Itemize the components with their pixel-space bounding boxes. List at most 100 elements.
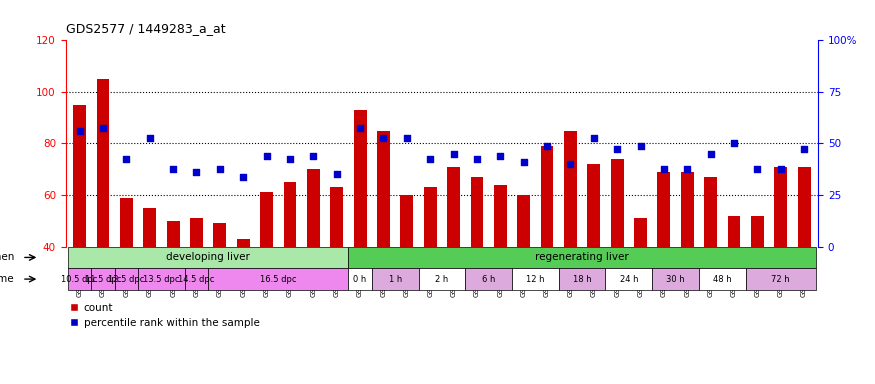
Point [634, 143, 648, 149]
Text: 10.5 dpc: 10.5 dpc [61, 275, 98, 284]
Point [400, 135, 414, 141]
Text: 2 h: 2 h [435, 275, 449, 284]
Point [540, 143, 554, 149]
Bar [606, 268, 652, 290]
Bar [138, 268, 185, 290]
Bar [167, 221, 179, 247]
Point [96, 125, 110, 131]
Bar [237, 239, 249, 247]
Point [283, 156, 297, 162]
Bar [699, 268, 746, 290]
Point [354, 125, 367, 131]
Text: 12.5 dpc: 12.5 dpc [108, 275, 144, 284]
Bar [447, 167, 460, 247]
Bar [372, 268, 418, 290]
Text: 0 h: 0 h [354, 275, 367, 284]
Text: 18 h: 18 h [573, 275, 592, 284]
Text: 14.5 dpc: 14.5 dpc [178, 275, 214, 284]
Point [797, 146, 811, 152]
Point [680, 166, 694, 172]
Bar [68, 268, 91, 290]
Point [564, 161, 578, 167]
Point [424, 156, 438, 162]
Bar [704, 177, 717, 247]
Bar [377, 131, 390, 247]
Bar [587, 164, 600, 247]
Bar [185, 268, 208, 290]
Text: 12 h: 12 h [526, 275, 544, 284]
Text: 16.5 dpc: 16.5 dpc [260, 275, 297, 284]
Bar [74, 105, 86, 247]
Point [73, 127, 87, 134]
Bar [330, 187, 343, 247]
Bar [746, 268, 816, 290]
Bar [115, 268, 138, 290]
Bar [728, 216, 740, 247]
Legend: count, percentile rank within the sample: count, percentile rank within the sample [70, 303, 260, 328]
Bar [260, 192, 273, 247]
Point [143, 135, 157, 141]
Bar [564, 131, 577, 247]
Point [657, 166, 671, 172]
Bar [512, 268, 559, 290]
Bar [466, 268, 512, 290]
Bar [541, 146, 554, 247]
Text: 1 h: 1 h [388, 275, 402, 284]
Point [213, 166, 227, 172]
Bar [120, 198, 133, 247]
Bar [96, 79, 109, 247]
Bar [354, 110, 367, 247]
Point [587, 135, 601, 141]
Bar [611, 159, 624, 247]
Point [774, 166, 788, 172]
Point [119, 156, 133, 162]
Bar [91, 268, 115, 290]
Bar [401, 195, 413, 247]
Bar [424, 187, 437, 247]
Bar [68, 247, 348, 268]
Bar [144, 208, 156, 247]
Bar [214, 223, 227, 247]
Bar [517, 195, 530, 247]
Bar [190, 218, 203, 247]
Point [751, 166, 765, 172]
Bar [348, 247, 816, 268]
Point [610, 146, 624, 152]
Point [516, 159, 530, 165]
Bar [774, 167, 788, 247]
Point [704, 151, 717, 157]
Text: regenerating liver: regenerating liver [536, 252, 629, 262]
Text: GDS2577 / 1449283_a_at: GDS2577 / 1449283_a_at [66, 22, 225, 35]
Text: developing liver: developing liver [166, 252, 250, 262]
Text: 6 h: 6 h [482, 275, 495, 284]
Point [236, 174, 250, 180]
Text: 30 h: 30 h [666, 275, 685, 284]
Point [376, 135, 390, 141]
Bar [348, 268, 372, 290]
Bar [307, 169, 319, 247]
Bar [657, 172, 670, 247]
Point [470, 156, 484, 162]
Point [330, 171, 344, 177]
Point [166, 166, 180, 172]
Text: time: time [0, 274, 15, 284]
Point [493, 153, 507, 159]
Bar [559, 268, 606, 290]
Text: 24 h: 24 h [620, 275, 638, 284]
Text: 11.5 dpc: 11.5 dpc [85, 275, 122, 284]
Point [727, 141, 741, 147]
Point [190, 169, 204, 175]
Text: specimen: specimen [0, 252, 15, 262]
Point [260, 153, 274, 159]
Bar [208, 268, 348, 290]
Bar [493, 185, 507, 247]
Bar [284, 182, 297, 247]
Text: 13.5 dpc: 13.5 dpc [144, 275, 179, 284]
Text: 72 h: 72 h [772, 275, 790, 284]
Bar [418, 268, 466, 290]
Point [306, 153, 320, 159]
Bar [798, 167, 810, 247]
Point [446, 151, 460, 157]
Bar [751, 216, 764, 247]
Text: 48 h: 48 h [713, 275, 732, 284]
